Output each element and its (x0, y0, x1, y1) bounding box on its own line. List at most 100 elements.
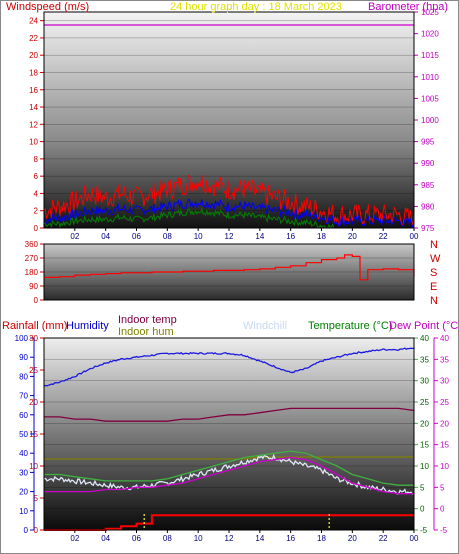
wind-tick-label-5: 10 (29, 138, 38, 147)
dir-tick-label-2: 180 (25, 268, 39, 277)
humidity-tick-label-7: 70 (19, 392, 28, 401)
dewpoint-label: Dew Point (°C) (389, 320, 459, 332)
compass-label-4: N (430, 295, 438, 307)
dir-tick-label-3: 270 (25, 254, 39, 263)
rain-tick-label-1: 5 (34, 494, 39, 503)
dew-tick-label-4: 15 (440, 441, 449, 450)
x-tick-label-1-2: 06 (132, 534, 141, 543)
baro-tick-label-5: 1000 (421, 116, 439, 125)
temp-tick-label-6: 25 (420, 398, 429, 407)
wind-tick-label-7: 14 (29, 103, 38, 112)
temp-tick-label-3: 10 (420, 462, 429, 471)
x-tick-label-1-0: 02 (70, 534, 79, 543)
rainfall-label: Rainfall (mm) (2, 320, 68, 332)
plot-frame-1 (43, 243, 415, 301)
dew-tick-label-1: 0 (440, 505, 445, 514)
x-tick-label-0-6: 14 (255, 232, 264, 241)
x-tick-label-1-3: 08 (163, 534, 172, 543)
temp-plot-background (44, 338, 414, 530)
x-tick-label-0-2: 06 (132, 232, 141, 241)
x-tick-label-1-9: 20 (348, 534, 357, 543)
indoor_hum-line (44, 456, 414, 460)
dew-tick-label-0: -5 (440, 526, 448, 535)
dir-tick-label-0: 0 (34, 296, 39, 305)
humidity-tick-label-0: 0 (24, 526, 29, 535)
baro-tick-label-0: 975 (421, 224, 435, 233)
humidity-tick-label-10: 100 (15, 334, 29, 343)
x-tick-label-1-1: 04 (101, 534, 110, 543)
x-tick-label-1-7: 16 (286, 534, 295, 543)
humidity-tick-label-3: 30 (19, 468, 28, 477)
wind-tick-label-4: 8 (34, 155, 39, 164)
humidity-tick-label-6: 60 (19, 411, 28, 420)
windchill-line (43, 453, 415, 495)
dew-tick-label-7: 30 (440, 377, 449, 386)
baro-tick-label-6: 1005 (421, 94, 439, 103)
temp-tick-label-7: 30 (420, 377, 429, 386)
x-tick-label-0-0: 02 (70, 232, 79, 241)
humidity-line (43, 347, 415, 387)
indoor-temp-label: Indoor temp (118, 314, 177, 326)
x-tick-label-0-3: 08 (163, 232, 172, 241)
x-tick-label-0-4: 10 (194, 232, 203, 241)
x-tick-label-0-10: 22 (379, 232, 388, 241)
baro-tick-label-9: 1020 (421, 30, 439, 39)
wind-tick-label-10: 20 (29, 51, 38, 60)
temp-tick-label-4: 15 (420, 441, 429, 450)
indoor-hum-label: Indoor hum (118, 326, 174, 338)
x-tick-label-0-1: 04 (101, 232, 110, 241)
dew-tick-label-2: 5 (440, 483, 445, 492)
wind-tick-label-8: 16 (29, 86, 38, 95)
wind-gust-line (43, 174, 415, 229)
chart-title: 24 hour graph day : 18 March 2023 (170, 1, 342, 13)
dir-tick-label-4: 360 (25, 240, 39, 249)
humidity-tick-label-8: 80 (19, 372, 28, 381)
x-tick-label-1-8: 18 (317, 534, 326, 543)
dew-tick-label-9: 40 (440, 334, 449, 343)
temp-tick-label-9: 40 (420, 334, 429, 343)
humidity-tick-label-4: 40 (19, 449, 28, 458)
x-tick-label-1-4: 10 (194, 534, 203, 543)
baro-tick-label-4: 995 (421, 138, 435, 147)
compass-label-2: S (430, 267, 437, 279)
wind-tick-label-3: 6 (34, 172, 39, 181)
x-tick-label-0-5: 12 (225, 232, 234, 241)
x-tick-label-1-6: 14 (255, 534, 264, 543)
temp-tick-label-5: 20 (420, 419, 429, 428)
temp-tick-label-2: 5 (420, 483, 425, 492)
plot-frame-0 (43, 11, 415, 229)
wind-tick-label-2: 4 (34, 189, 39, 198)
temperature-line (44, 450, 414, 486)
wind-tick-label-11: 22 (29, 34, 38, 43)
rain-tick-label-0: 0 (34, 526, 39, 535)
temp-tick-label-8: 35 (420, 355, 429, 364)
dew-tick-label-8: 35 (440, 355, 449, 364)
rainfall-line (44, 514, 414, 531)
barometer-axis-title: Barometer (hpa) (368, 1, 449, 13)
temp-tick-label-0: -5 (420, 526, 428, 535)
dewpoint-line (44, 456, 414, 495)
compass-label-0: N (430, 239, 438, 251)
baro-tick-label-2: 985 (421, 181, 435, 190)
x-tick-label-1-11: 00 (410, 534, 419, 543)
temperature-label: Temperature (°C) (308, 320, 393, 332)
wind-direction-line (44, 254, 415, 281)
baro-tick-label-1: 980 (421, 202, 435, 211)
baro-tick-label-8: 1015 (421, 51, 439, 60)
dew-tick-label-6: 25 (440, 398, 449, 407)
humidity-tick-label-1: 10 (19, 507, 28, 516)
dew-tick-label-3: 10 (440, 462, 449, 471)
x-tick-label-0-9: 20 (348, 232, 357, 241)
plot-frame-2 (43, 337, 415, 531)
x-tick-label-1-10: 22 (379, 534, 388, 543)
humidity-tick-label-9: 90 (19, 353, 28, 362)
humidity-tick-label-2: 20 (19, 488, 28, 497)
x-tick-label-0-11: 00 (410, 232, 419, 241)
temp-tick-label-1: 0 (420, 505, 425, 514)
humidity-tick-label-5: 50 (19, 430, 28, 439)
baro-tick-label-3: 990 (421, 159, 435, 168)
compass-label-1: W (430, 253, 441, 265)
wind-avg-line (43, 198, 415, 228)
